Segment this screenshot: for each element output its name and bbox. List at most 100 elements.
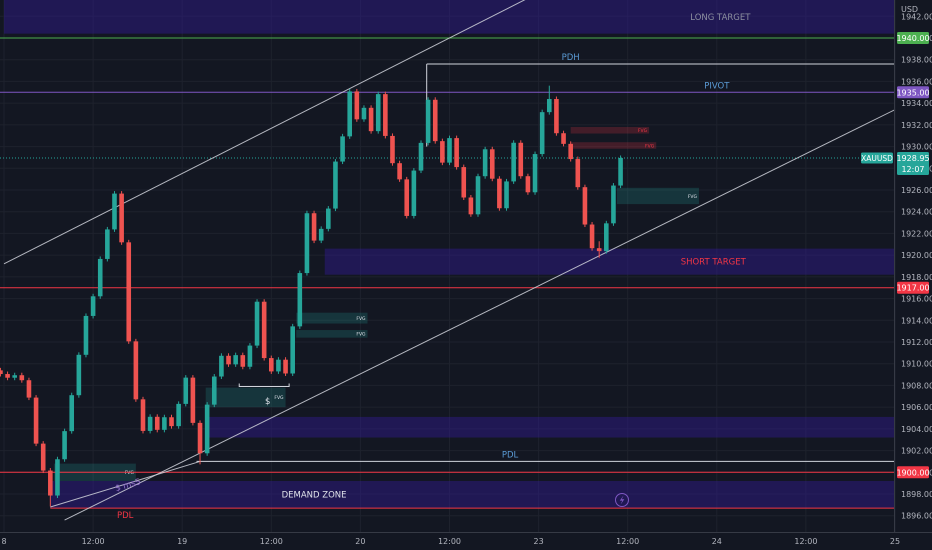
candle-body — [290, 326, 295, 374]
y-tick-label: 1896.00 — [901, 512, 932, 521]
pdl-white-line-label: PDL — [502, 450, 519, 460]
candle-body — [40, 443, 46, 471]
currency-label: USD — [901, 5, 918, 14]
y-tick-label: 1904.00 — [901, 425, 932, 434]
x-tick-label: 12:00 — [438, 537, 461, 546]
candle-body — [482, 149, 488, 177]
candle-body — [190, 377, 196, 423]
badges-layer: 1940.00 1935.00 1917.00 1900.00 XAUUSD 1928.9… — [861, 32, 930, 479]
candle-body — [589, 224, 595, 249]
short-target-zone-label: SHORT TARGET — [681, 258, 747, 268]
candle-body — [518, 142, 524, 177]
candle-body — [304, 213, 310, 274]
candle-body — [390, 135, 395, 164]
candle-body — [226, 355, 231, 365]
pivot-label-label: PIVOT — [704, 81, 730, 91]
fvg-label: FVG — [688, 194, 698, 200]
candle-body — [383, 94, 388, 136]
extras-layer — [615, 493, 629, 507]
pdh-line-label: PDH — [562, 53, 580, 63]
candle-body — [511, 142, 516, 182]
candle-body — [397, 163, 402, 180]
pivot-line-badge — [897, 86, 929, 99]
candle-body — [204, 404, 210, 454]
x-tick-label: 12:00 — [616, 537, 639, 546]
candle-body — [497, 178, 502, 209]
x-tick-label: 8 — [1, 537, 6, 546]
candle-body — [119, 193, 124, 243]
long-target-zone — [4, 0, 894, 34]
candle-body — [461, 167, 467, 198]
candle-body — [97, 258, 103, 297]
sweep-bracket — [238, 383, 290, 388]
candle-body — [525, 176, 531, 193]
y-tick-label: 1924.00 — [901, 208, 932, 217]
candle-body — [432, 99, 438, 142]
candle-body — [55, 459, 60, 496]
candle-body — [83, 315, 89, 355]
sweep-dollar: $ — [265, 397, 270, 407]
fvg-box — [296, 330, 368, 338]
levels-layer: PDH PIVOT PDL PDL — [0, 37, 894, 521]
candle-body — [219, 355, 224, 377]
candle-body — [611, 185, 616, 224]
candle-body — [539, 112, 545, 155]
swing-low-line[interactable] — [50, 460, 201, 508]
candle-body — [19, 375, 25, 381]
channel-upper-line[interactable] — [3, 0, 535, 265]
candle-body — [0, 370, 3, 375]
mid-demand-zone — [207, 416, 894, 438]
fvg-label: FVG — [645, 143, 655, 149]
y-tick-label: 1906.00 — [901, 403, 932, 412]
candle-body — [76, 354, 82, 396]
zones-layer: LONG TARGET SHORT TARGET DEMAND ZONE — [4, 0, 894, 509]
candle-body — [475, 176, 481, 215]
fvg-layer: FVG FVG FVG FVG FVG FVG FVG — [53, 127, 699, 481]
x-tick-label: 24 — [712, 537, 722, 546]
y-tick-label: 1910.00 — [901, 360, 932, 369]
candle-body — [247, 345, 253, 367]
y-tick-label: 1908.00 — [901, 381, 932, 390]
candle-body — [425, 99, 431, 143]
x-tick-label: 19 — [177, 537, 187, 546]
candle-body — [169, 417, 174, 427]
candle-body — [561, 133, 566, 144]
candle-body — [48, 470, 53, 496]
long-target-line-badge — [897, 32, 929, 44]
candle-body — [375, 94, 381, 132]
candle-body — [183, 377, 189, 404]
candle-body — [354, 91, 360, 120]
x-tick-label: 12:00 — [260, 537, 283, 546]
candle-body — [596, 248, 602, 252]
fvg-box — [570, 142, 657, 149]
candle-body — [12, 375, 17, 378]
pdl-red-line-badge — [897, 466, 929, 479]
candle-body — [261, 301, 267, 359]
y-tick-label: 1918.00 — [901, 273, 932, 282]
pdl-red-line-badge-text: 1900.00 — [896, 468, 929, 477]
candle-body — [26, 380, 32, 398]
candle-body — [554, 99, 559, 134]
channel-lower-line[interactable] — [64, 109, 896, 521]
candle-body — [33, 397, 39, 444]
x-tick-label: 25 — [890, 537, 900, 546]
candle-body — [604, 223, 609, 252]
candle-body — [440, 141, 445, 163]
candle-body — [105, 229, 110, 259]
candle-body — [140, 399, 146, 431]
y-tick-label: 1920.00 — [901, 251, 932, 260]
candles-layer — [0, 85, 623, 507]
candle-body — [568, 143, 573, 160]
candle-body — [468, 197, 474, 215]
candle-body — [112, 193, 117, 230]
last-price-badge — [897, 151, 929, 175]
candle-body — [340, 136, 345, 162]
candle-body — [90, 296, 96, 316]
lightning-icon[interactable] — [615, 493, 629, 507]
last-price-text: 1928.95 — [896, 154, 929, 163]
candle-body — [254, 301, 260, 346]
y-tick-label: 1934.00 — [901, 99, 932, 108]
